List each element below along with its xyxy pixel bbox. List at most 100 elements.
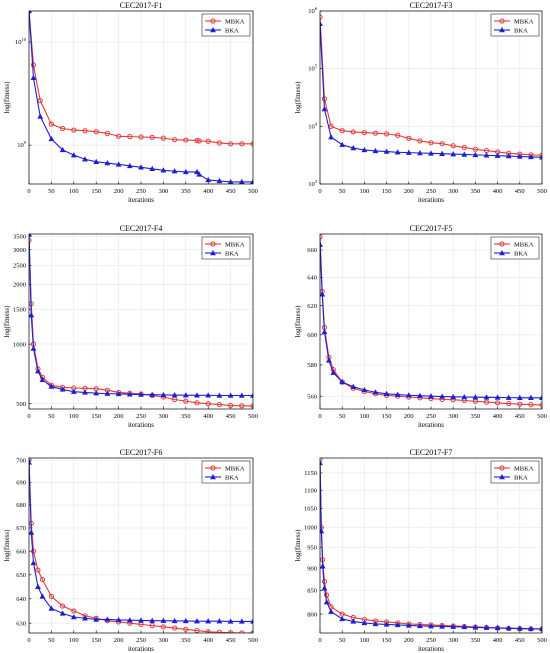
data-point-mbka bbox=[172, 625, 178, 631]
data-point-bka bbox=[29, 529, 35, 535]
y-tick-label: 580 bbox=[307, 362, 317, 369]
x-tick-label: 450 bbox=[226, 637, 236, 644]
legend: MBKA BKA bbox=[201, 236, 251, 260]
y-tick-label: 900 bbox=[307, 565, 317, 572]
y-tick-label: 630 bbox=[16, 620, 26, 627]
x-tick-label: 250 bbox=[426, 637, 436, 644]
x-tick-label: 150 bbox=[91, 413, 101, 420]
data-point-bka bbox=[70, 388, 77, 394]
data-point-bka bbox=[339, 141, 346, 147]
legend-label-bka: BKA bbox=[225, 250, 239, 257]
y-axis-label: log(fitness) bbox=[294, 529, 302, 562]
data-point-mbka bbox=[127, 134, 133, 140]
data-point-mbka bbox=[172, 137, 178, 143]
x-tick-label: 200 bbox=[404, 188, 414, 195]
data-point-mbka bbox=[350, 129, 356, 135]
y-axis-label: log(fitness) bbox=[294, 81, 302, 114]
data-point-bka bbox=[138, 617, 144, 623]
data-point-bka bbox=[149, 617, 156, 623]
y-tick-label: 650 bbox=[16, 572, 26, 579]
data-point-mbka bbox=[205, 629, 211, 633]
data-point-mbka bbox=[320, 458, 323, 463]
data-point-bka bbox=[461, 623, 468, 630]
x-tick-label: 350 bbox=[181, 413, 191, 420]
data-point-bka bbox=[450, 151, 457, 157]
data-point-mbka bbox=[194, 137, 200, 144]
data-point-mbka bbox=[183, 398, 189, 404]
data-point-bka bbox=[516, 153, 523, 159]
data-point-bka bbox=[320, 241, 323, 247]
data-point-bka bbox=[48, 605, 55, 611]
data-point-mbka bbox=[461, 144, 467, 151]
axes-frame bbox=[28, 233, 254, 410]
x-tick-label: 450 bbox=[515, 188, 525, 195]
x-tick-label: 300 bbox=[448, 413, 458, 420]
y-axis-label: log(fitness) bbox=[3, 529, 11, 562]
data-point-bka bbox=[483, 624, 490, 630]
x-tick-label: 150 bbox=[382, 413, 392, 420]
data-point-mbka bbox=[384, 131, 390, 137]
data-point-bka bbox=[93, 158, 100, 164]
data-point-mbka bbox=[39, 576, 46, 583]
data-point-bka bbox=[196, 171, 203, 177]
x-tick-label: 100 bbox=[360, 413, 370, 420]
data-point-bka bbox=[39, 593, 46, 599]
data-point-mbka bbox=[60, 125, 66, 132]
data-point-bka bbox=[339, 615, 346, 622]
data-point-bka bbox=[320, 291, 326, 297]
data-point-bka bbox=[70, 614, 77, 620]
data-point-bka bbox=[450, 393, 457, 400]
data-point-bka bbox=[104, 616, 111, 622]
data-point-mbka bbox=[417, 138, 423, 144]
data-point-bka bbox=[361, 386, 368, 393]
y-tick-label: 1050 bbox=[304, 506, 317, 513]
axes-frame bbox=[28, 10, 254, 185]
data-point-bka bbox=[372, 389, 379, 395]
data-point-bka bbox=[405, 622, 412, 628]
data-point-bka bbox=[205, 176, 212, 183]
y-tick-label: 1100 bbox=[304, 487, 317, 494]
data-point-bka bbox=[126, 391, 133, 397]
y-tick-label: 660 bbox=[16, 548, 26, 555]
data-point-bka bbox=[472, 624, 479, 630]
data-point-bka bbox=[59, 386, 66, 392]
data-point-mbka bbox=[30, 62, 37, 68]
y-tick-label: 105 bbox=[308, 64, 318, 73]
data-point-mbka bbox=[406, 135, 412, 141]
data-point-bka bbox=[194, 168, 200, 175]
data-point-bka bbox=[461, 151, 468, 157]
data-point-bka bbox=[328, 134, 335, 140]
data-point-mbka bbox=[395, 132, 401, 138]
data-point-bka bbox=[238, 618, 245, 624]
data-point-bka bbox=[321, 328, 328, 335]
data-point-bka bbox=[160, 391, 167, 398]
data-point-bka bbox=[250, 392, 253, 398]
x-tick-label: 200 bbox=[404, 637, 414, 644]
data-point-bka bbox=[182, 168, 189, 175]
data-point-bka bbox=[428, 623, 434, 629]
x-tick-label: 250 bbox=[136, 637, 146, 644]
legend-label-bka: BKA bbox=[225, 474, 239, 481]
x-tick-label: 250 bbox=[136, 188, 146, 195]
y-tick-label: 3000 bbox=[13, 247, 26, 254]
data-point-bka bbox=[321, 585, 328, 591]
data-point-bka bbox=[350, 145, 357, 151]
chart-panel-cec2017-f7: CEC2017-F7 0 50 100 150 200 250 300 350 400 450 500… bbox=[294, 448, 547, 653]
series-group bbox=[29, 11, 253, 184]
y-tick-label: 850 bbox=[307, 588, 317, 595]
x-axis-label: iterations bbox=[418, 645, 444, 653]
data-point-bka bbox=[539, 394, 542, 401]
data-point-bka bbox=[350, 383, 357, 389]
legend-marker-bka bbox=[210, 249, 216, 256]
legend-marker-mbka bbox=[210, 465, 216, 471]
data-point-bka bbox=[171, 392, 178, 398]
y-tick-label: 1000 bbox=[304, 524, 317, 531]
x-tick-label: 350 bbox=[471, 188, 481, 195]
x-tick-label: 300 bbox=[159, 413, 169, 420]
data-point-bka bbox=[160, 167, 167, 173]
x-axis-label: iterations bbox=[128, 196, 154, 204]
data-point-mbka bbox=[216, 140, 222, 146]
data-point-mbka bbox=[439, 141, 445, 147]
x-tick-label: 100 bbox=[69, 188, 79, 195]
data-point-bka bbox=[29, 234, 32, 237]
